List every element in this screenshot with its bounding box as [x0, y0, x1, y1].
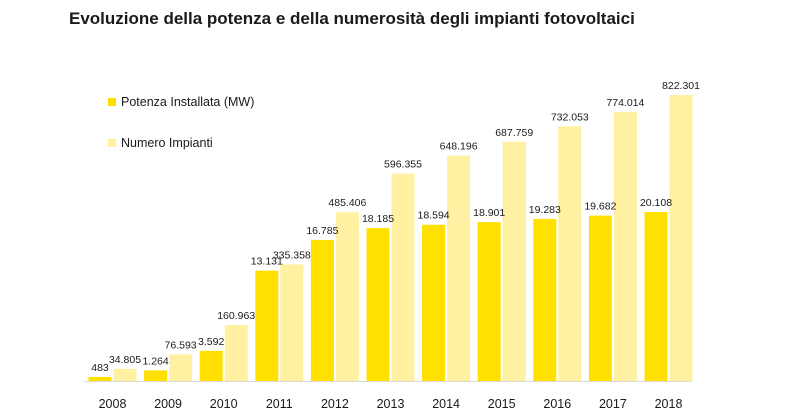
bar-potenza-2010: [199, 350, 223, 381]
data-label-potenza-2016: 19.283: [529, 204, 561, 216]
legend-label-potenza: Potenza Installata (MW): [121, 95, 255, 109]
x-tick-label-2017: 2017: [599, 397, 627, 411]
x-tick-label-2012: 2012: [321, 397, 349, 411]
legend-label-impianti: Numero Impianti: [121, 136, 213, 150]
bar-potenza-2014: [422, 224, 446, 381]
x-tick-label-2008: 2008: [99, 397, 127, 411]
bar-potenza-2011: [255, 270, 279, 381]
data-label-potenza-2008: 483: [91, 362, 109, 374]
bar-potenza-2018: [644, 212, 668, 381]
x-tick-label-2010: 2010: [210, 397, 238, 411]
bar-impianti-2011: [280, 264, 304, 381]
data-label-potenza-2013: 18.185: [362, 213, 394, 225]
data-label-impianti-2009: 76.593: [165, 339, 197, 351]
data-label-impianti-2016: 732.053: [551, 111, 589, 123]
data-label-impianti-2018: 822.301: [662, 80, 700, 92]
chart-title: Evoluzione della potenza e della numeros…: [69, 9, 635, 28]
data-label-impianti-2008: 34.805: [109, 354, 141, 366]
bar-potenza-2008: [88, 376, 112, 381]
bar-impianti-2018: [669, 95, 693, 381]
bar-potenza-2015: [477, 222, 501, 381]
bar-impianti-2014: [447, 155, 471, 381]
bar-impianti-2017: [613, 111, 637, 381]
bar-impianti-2013: [391, 173, 415, 381]
legend-swatch-potenza: [108, 98, 116, 106]
data-label-potenza-2018: 20.108: [640, 197, 672, 209]
legend-item-potenza: Potenza Installata (MW): [108, 95, 254, 109]
legend-swatch-impianti: [108, 139, 116, 147]
x-tick-label-2013: 2013: [377, 397, 405, 411]
bar-potenza-2012: [310, 239, 334, 381]
bar-impianti-2008: [113, 368, 137, 381]
data-label-impianti-2011: 335.358: [273, 249, 311, 261]
x-tick-label-2011: 2011: [266, 397, 293, 411]
legend-item-impianti: Numero Impianti: [108, 136, 213, 150]
x-tick-label-2015: 2015: [488, 397, 516, 411]
bar-potenza-2009: [144, 370, 168, 381]
data-label-impianti-2015: 687.759: [495, 127, 533, 139]
data-label-impianti-2014: 648.196: [440, 141, 478, 153]
bar-impianti-2010: [224, 325, 248, 381]
bar-potenza-2016: [533, 218, 557, 381]
data-label-potenza-2010: 3.592: [198, 336, 224, 348]
bar-impianti-2012: [335, 212, 359, 381]
data-label-impianti-2017: 774.014: [606, 97, 644, 109]
data-label-potenza-2012: 16.785: [306, 225, 338, 237]
data-label-potenza-2015: 18.901: [473, 207, 505, 219]
bar-potenza-2013: [366, 228, 390, 381]
x-tick-label-2016: 2016: [543, 397, 571, 411]
data-label-potenza-2009: 1.264: [142, 355, 168, 367]
bar-impianti-2015: [502, 141, 526, 381]
data-label-potenza-2011: 13.131: [251, 256, 283, 268]
data-label-impianti-2013: 596.355: [384, 159, 422, 171]
x-tick-label-2014: 2014: [432, 397, 460, 411]
data-label-impianti-2012: 485.406: [328, 197, 366, 209]
x-tick-label-2009: 2009: [154, 397, 182, 411]
bar-impianti-2016: [558, 126, 582, 381]
bar-impianti-2009: [169, 354, 193, 381]
data-label-potenza-2014: 18.594: [418, 210, 450, 222]
bar-potenza-2017: [588, 215, 612, 381]
data-label-impianti-2010: 160.963: [217, 310, 255, 322]
data-label-potenza-2017: 19.682: [584, 201, 616, 213]
x-tick-label-2018: 2018: [655, 397, 683, 411]
